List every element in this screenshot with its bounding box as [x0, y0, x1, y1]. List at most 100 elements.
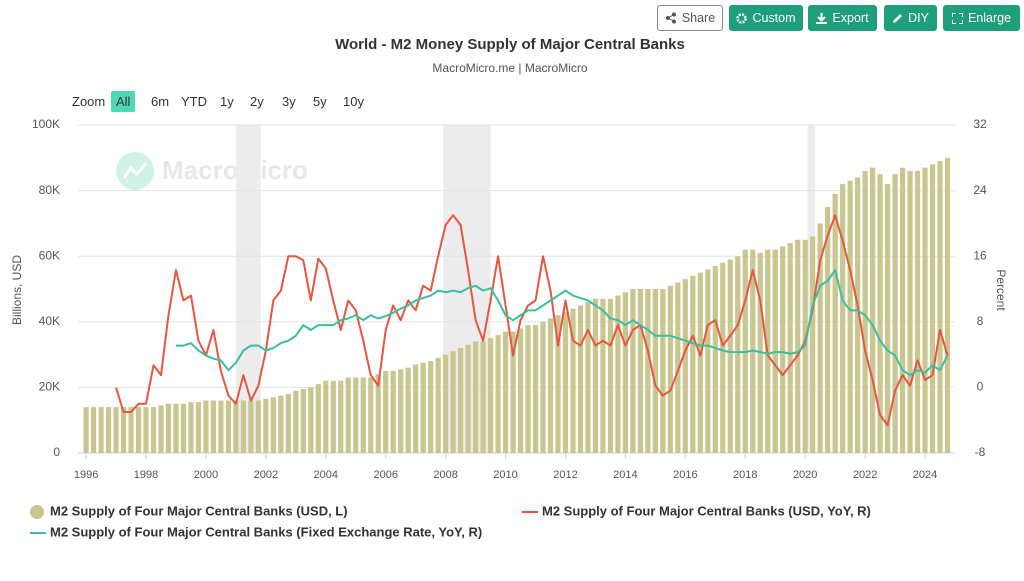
y2-tick-label: 0: [977, 380, 984, 394]
bar: [180, 403, 187, 453]
share-icon: [665, 12, 676, 24]
share-button[interactable]: Share: [657, 5, 723, 31]
bar: [420, 362, 426, 453]
bar: [150, 407, 157, 453]
bar: [263, 398, 269, 453]
x-tick-label: 2000: [194, 469, 218, 481]
y2-tick-label: 16: [973, 248, 987, 262]
bar: [877, 174, 883, 453]
x-tick-label: 2022: [853, 469, 877, 481]
zoom-button[interactable]: 6m: [151, 94, 170, 109]
bar: [645, 289, 651, 453]
bar: [90, 407, 97, 453]
line: [175, 269, 949, 377]
bar: [285, 393, 291, 453]
bar: [667, 285, 673, 453]
bar: [922, 167, 928, 453]
legend-swatch: [30, 505, 44, 519]
bar: [473, 341, 479, 453]
zoom-button[interactable]: 2y: [250, 94, 264, 109]
bar: [278, 395, 284, 453]
bar: [330, 380, 336, 453]
button-label: Share: [681, 11, 716, 25]
custom-button[interactable]: Custom: [729, 5, 803, 31]
bar: [630, 289, 636, 453]
x-tick-label: 2008: [433, 469, 457, 481]
bar: [458, 348, 464, 453]
bar: [135, 407, 142, 453]
watermark-text: MacroMicro: [162, 155, 308, 185]
bar: [210, 400, 217, 453]
bar: [712, 266, 718, 453]
bar: [690, 275, 696, 453]
bar: [203, 400, 209, 453]
zoom-button[interactable]: 1y: [220, 94, 234, 109]
bar: [697, 272, 703, 453]
export-button[interactable]: Export: [808, 5, 877, 31]
bar: [128, 407, 134, 453]
zoom-button[interactable]: 10y: [343, 94, 364, 109]
bar: [360, 377, 366, 453]
bar: [944, 157, 951, 454]
bar: [428, 361, 434, 453]
y2-tick-label: 32: [973, 117, 987, 131]
zoom-button[interactable]: YTD: [181, 94, 207, 109]
x-tick-label: 1996: [74, 469, 98, 481]
zoom-button[interactable]: 5y: [313, 94, 327, 109]
bar: [547, 318, 554, 453]
legend-label: M2 Supply of Four Major Central Banks (U…: [542, 503, 871, 518]
bar: [765, 249, 771, 453]
bar: [240, 400, 246, 453]
bar: [757, 252, 763, 453]
button-label: DIY: [908, 11, 929, 25]
pencil-icon: [893, 13, 903, 23]
enlarge-button[interactable]: Enlarge: [943, 5, 1020, 31]
bar: [405, 367, 411, 453]
bar: [825, 207, 831, 453]
bar: [750, 249, 756, 453]
bar: [929, 164, 936, 454]
bar: [840, 184, 846, 454]
bar: [293, 390, 299, 453]
bar: [300, 389, 306, 453]
bar: [353, 377, 359, 453]
zoom-button[interactable]: 3y: [282, 94, 296, 109]
bar: [413, 364, 419, 453]
bar: [540, 321, 546, 453]
bar: [810, 236, 816, 453]
x-tick-label: 2002: [254, 469, 278, 481]
bar: [855, 177, 861, 454]
y2-tick-label: 24: [973, 183, 987, 197]
x-tick-label: 2014: [613, 469, 637, 481]
bar: [570, 308, 576, 453]
diy-button[interactable]: DIY: [884, 5, 937, 31]
bar: [120, 407, 127, 453]
y2-tick-label: 8: [977, 314, 984, 328]
button-label: Enlarge: [967, 11, 1012, 25]
bar: [600, 298, 606, 453]
zoom-button[interactable]: All: [111, 91, 136, 112]
expand-icon: [951, 12, 963, 24]
bar: [787, 243, 793, 453]
bar: [195, 402, 202, 453]
y2-tick-label: -8: [975, 445, 986, 459]
bar: [914, 170, 921, 454]
bar: [308, 387, 314, 453]
bar: [487, 338, 494, 453]
x-tick-label: 2006: [373, 469, 397, 481]
y-axis-title: Billions, USD: [10, 255, 24, 325]
y-tick-label: 60K: [39, 248, 60, 262]
bar: [652, 289, 658, 453]
bar: [345, 377, 351, 453]
bar: [622, 292, 629, 453]
bar: [383, 371, 389, 453]
y-tick-label: 100K: [32, 117, 60, 131]
button-label: Export: [832, 11, 869, 25]
bar: [899, 167, 906, 453]
y2-axis-title: Percent: [994, 269, 1008, 311]
bar: [532, 325, 539, 453]
bar: [143, 407, 149, 453]
bar: [795, 239, 801, 453]
y-tick-label: 20K: [39, 380, 60, 394]
